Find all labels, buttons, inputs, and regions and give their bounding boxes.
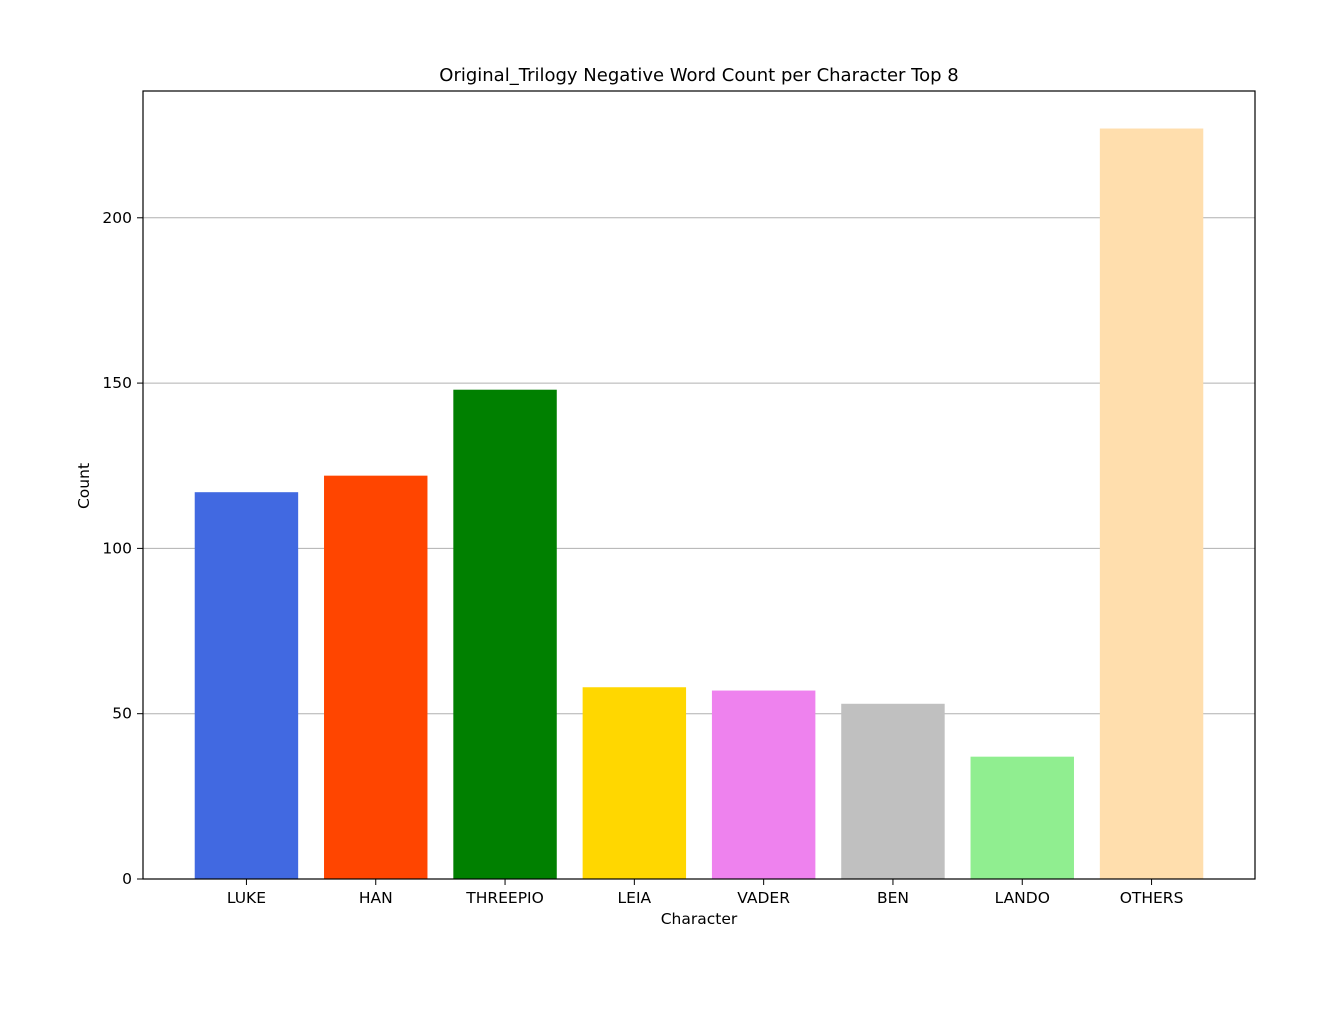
bar-leia: [582, 687, 687, 879]
x-tick-label: HAN: [359, 889, 393, 907]
x-tick-label: OTHERS: [1120, 889, 1184, 907]
bar-ben: [841, 703, 945, 879]
chart-title: Original_Trilogy Negative Word Count per…: [439, 65, 958, 86]
x-tick-label: BEN: [877, 889, 909, 907]
y-tick-label: 100: [102, 539, 132, 557]
y-tick-label: 0: [122, 870, 132, 888]
grid-lines: [143, 217, 1255, 880]
y-axis-ticks: 0 50 100 150 200: [102, 209, 143, 888]
y-axis-label: Count: [75, 463, 93, 509]
x-tick-label: VADER: [737, 889, 790, 907]
x-axis-label: Character: [661, 910, 738, 928]
bar-vader: [711, 690, 816, 879]
bar-luke: [194, 492, 299, 879]
bar-threepio: [453, 389, 557, 879]
bars: [194, 128, 1204, 879]
x-axis-ticks: LUKE HAN THREEPIO LEIA VADER BEN LANDO OTHERS: [227, 879, 1184, 907]
x-tick-label: LEIA: [618, 889, 652, 907]
y-tick-label: 50: [112, 705, 132, 723]
bar-lando: [970, 756, 1074, 879]
x-tick-label: THREEPIO: [465, 889, 544, 907]
y-tick-label: 150: [102, 374, 132, 392]
x-tick-label: LUKE: [227, 889, 266, 907]
x-tick-label: LANDO: [995, 889, 1050, 907]
bar-han: [324, 475, 428, 879]
bar-others: [1099, 128, 1204, 879]
y-tick-label: 200: [102, 209, 132, 227]
plot-frame: [142, 90, 1256, 880]
